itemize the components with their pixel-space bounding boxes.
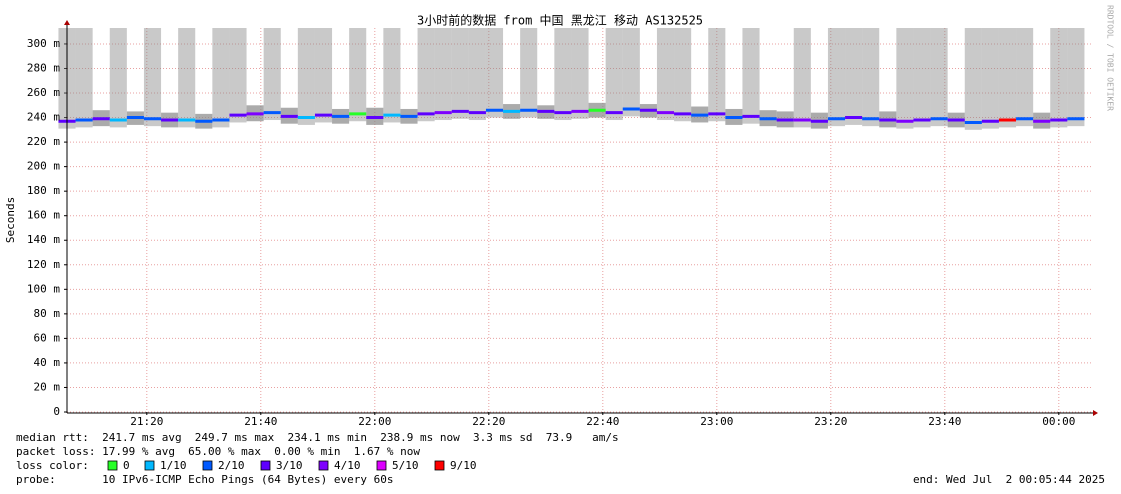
legend-swatch (260, 460, 271, 471)
y-tick-label: 120 m (27, 258, 60, 271)
x-tick-label: 23:20 (814, 415, 847, 428)
legend-swatch (144, 460, 155, 471)
smoke (981, 28, 999, 129)
legend-swatch (434, 460, 445, 471)
y-arrow (64, 20, 70, 25)
legend-swatch (202, 460, 213, 471)
x-tick-label: 00:00 (1042, 415, 1075, 428)
smoke (468, 28, 486, 121)
x-tick-label: 21:40 (244, 415, 277, 428)
legend-label: 0 (123, 459, 130, 472)
legend-label: 5/10 (392, 459, 419, 472)
y-tick-label: 20 m (34, 380, 61, 393)
smoke (1016, 28, 1034, 127)
legend-label: 1/10 (160, 459, 187, 472)
smoke (964, 28, 982, 130)
legend-label: 4/10 (334, 459, 361, 472)
x-arrow (1093, 410, 1098, 416)
probe: probe: 10 IPv6-ICMP Echo Pings (64 Bytes… (16, 473, 394, 486)
smoke (930, 28, 948, 127)
smoke (297, 28, 315, 125)
smoke (417, 28, 435, 122)
y-tick-label: 280 m (27, 61, 60, 74)
smoke (434, 28, 452, 121)
smoke (109, 28, 127, 128)
smoke (212, 28, 230, 128)
smoke (383, 28, 401, 123)
grid (64, 28, 1093, 415)
smoke (229, 28, 247, 123)
x-tick-label: 22:40 (586, 415, 619, 428)
y-tick-label: 80 m (34, 307, 61, 320)
legend-label: 2/10 (218, 459, 245, 472)
marks (58, 28, 1085, 130)
smoke (656, 28, 675, 121)
end-time: end: Wed Jul 2 00:05:44 2025 (913, 473, 1105, 486)
y-tick-label: 180 m (27, 184, 60, 197)
smoke (674, 28, 692, 122)
y-tick-label: 220 m (27, 135, 60, 148)
y-tick-label: 260 m (27, 86, 60, 99)
smoke (862, 28, 880, 127)
side-text: RRDTOOL / TOBI OETIKER (1106, 5, 1115, 111)
y-tick-label: 300 m (27, 37, 60, 50)
stats-line: packet loss: 17.99 % avg 65.00 % max 0.0… (16, 445, 420, 458)
smoke (520, 28, 538, 118)
y-tick-label: 100 m (27, 282, 60, 295)
legend-label: 9/10 (450, 459, 477, 472)
smoke (75, 28, 93, 128)
smoke (827, 28, 846, 127)
stats-line: median rtt: 241.7 ms avg 249.7 ms max 23… (16, 431, 619, 444)
y-tick-label: 140 m (27, 233, 60, 246)
smoke (845, 28, 863, 125)
smoke (1050, 28, 1068, 128)
y-tick-label: 160 m (27, 209, 60, 222)
smoke (793, 28, 811, 128)
smoke (605, 28, 623, 121)
chart-title: 3小时前的数据 from 中国 黑龙江 移动 AS132525 (417, 13, 703, 28)
smoke (896, 28, 914, 129)
legend-swatch (376, 460, 387, 471)
smoke (554, 28, 572, 121)
smoke (913, 28, 931, 128)
legend-swatch (318, 460, 329, 471)
legend-label: 3/10 (276, 459, 303, 472)
smoke (708, 28, 726, 122)
y-tick-label: 200 m (27, 160, 60, 173)
smoke (622, 28, 640, 117)
x-tick-label: 23:00 (700, 415, 733, 428)
smoke (349, 28, 367, 122)
smoke (143, 28, 162, 127)
y-tick-label: 40 m (34, 356, 61, 369)
x-tick-label: 22:00 (358, 415, 391, 428)
smoke (1067, 28, 1085, 127)
y-tick-label: 0 (53, 405, 60, 418)
smoke (178, 28, 196, 128)
smoke (998, 28, 1017, 128)
smoke (314, 28, 333, 123)
legend-swatch (107, 460, 118, 471)
y-tick-label: 240 m (27, 111, 60, 124)
x-tick-label: 22:20 (472, 415, 505, 428)
x-tick-label: 21:20 (130, 415, 163, 428)
smoke (485, 28, 504, 118)
loss-legend-label: loss color: (16, 459, 89, 472)
smoke (571, 28, 589, 119)
x-tick-label: 23:40 (928, 415, 961, 428)
smoke (742, 28, 760, 124)
smoke (451, 28, 469, 119)
y-axis-label: Seconds (4, 197, 17, 243)
smoke (263, 28, 281, 121)
y-tick-label: 60 m (34, 331, 61, 344)
